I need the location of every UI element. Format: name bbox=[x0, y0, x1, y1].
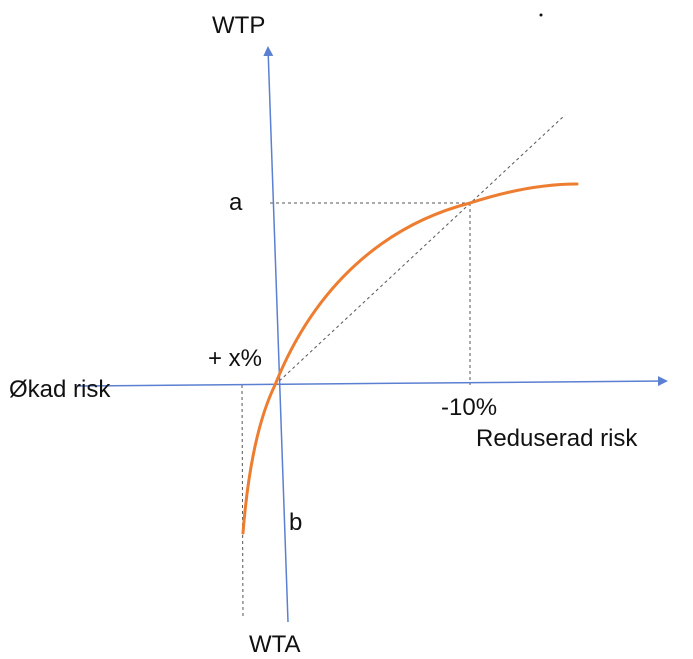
x-axis bbox=[77, 376, 668, 387]
x-marker-left-label: + x% bbox=[208, 345, 262, 372]
point-a-label: a bbox=[229, 189, 243, 216]
x-axis-right-label: Reduserad risk bbox=[476, 425, 638, 452]
x-axis-left-label: Økad risk bbox=[9, 376, 111, 403]
y-axis bbox=[263, 46, 289, 623]
y-axis-top-label: WTP bbox=[212, 12, 265, 39]
y-axis-bottom-label: WTA bbox=[249, 631, 301, 658]
x-marker-right-label: -10% bbox=[441, 394, 497, 421]
point-b-label: b bbox=[289, 509, 302, 536]
guide-diagonal bbox=[274, 114, 566, 386]
guide-x-vertical bbox=[241, 384, 244, 619]
stray-dot bbox=[539, 13, 543, 17]
wtp-wta-curve bbox=[241, 182, 579, 535]
